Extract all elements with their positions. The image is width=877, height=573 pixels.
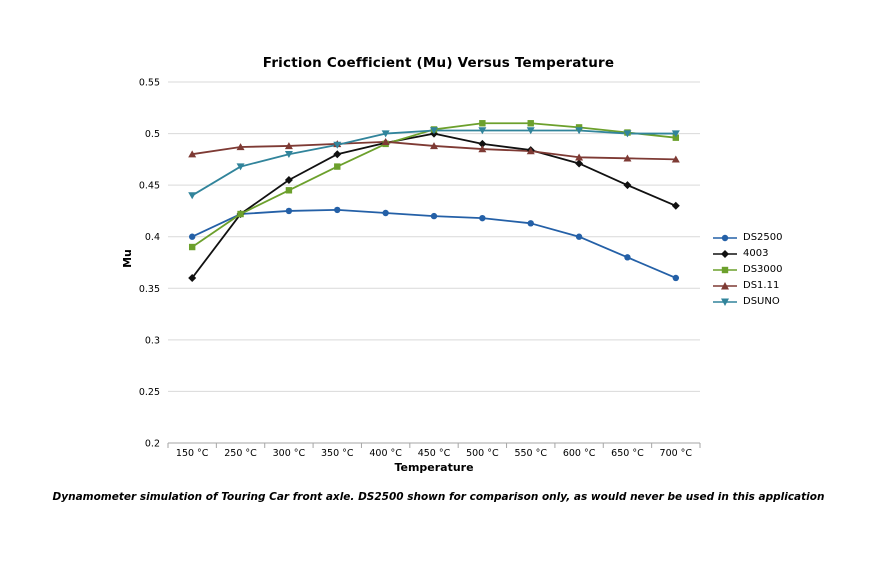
- data-point-DSUNO: [236, 163, 245, 171]
- data-point-DSUNO: [284, 151, 293, 158]
- x-tick-label: 250 °C: [224, 448, 257, 459]
- data-point-DSUNO: [526, 127, 535, 135]
- legend-item-dsuno: DSUNO: [712, 296, 783, 308]
- legend-label: DS1.11: [743, 280, 780, 291]
- legend-label: DS2500: [743, 232, 783, 243]
- legend-item-ds2500: DS2500: [712, 232, 783, 244]
- chart-title: Friction Coefficient (Mu) Versus Tempera…: [262, 55, 615, 71]
- data-point-DS2500: [479, 214, 486, 222]
- data-point-DSUNO: [623, 130, 632, 138]
- data-point-DS1.11: [188, 150, 197, 158]
- data-point-DS2500: [285, 207, 293, 215]
- data-point-4003: [333, 150, 342, 159]
- data-point-DS2500: [430, 212, 438, 220]
- triangle-down-marker-icon: [713, 298, 737, 306]
- data-point-4003: [623, 181, 632, 190]
- data-point-4003: [284, 175, 293, 184]
- square-marker-icon: [713, 266, 737, 274]
- data-point-DS1.11: [478, 145, 487, 153]
- circle-marker-icon: [713, 234, 737, 242]
- y-tick-label: 0.35: [139, 284, 160, 295]
- data-point-DSUNO: [333, 141, 342, 149]
- y-axis-title: Mu: [120, 249, 134, 268]
- data-point-DS3000: [527, 120, 534, 127]
- legend-item-4003: 4003: [712, 248, 783, 260]
- y-tick-label: 0.3: [145, 335, 160, 346]
- y-tick-label: 0.5: [145, 129, 160, 140]
- chart-legend: DS2500 4003 DS3000 DS1.11: [712, 232, 783, 308]
- data-point-DSUNO: [671, 130, 680, 138]
- x-tick-label: 550 °C: [514, 448, 547, 459]
- data-point-DS1.11: [236, 143, 245, 151]
- data-point-DSUNO: [430, 127, 438, 135]
- data-point-DS2500: [334, 206, 341, 214]
- series-line-DS2500: [191, 208, 677, 279]
- data-point-DS1.11: [526, 147, 535, 155]
- y-tick-label: 0.25: [139, 387, 160, 398]
- legend-item-ds3000: DS3000: [712, 264, 783, 276]
- data-point-4003: [671, 201, 680, 210]
- data-point-DS1.11: [284, 142, 293, 150]
- data-point-DS3000: [237, 210, 244, 218]
- x-tick-label: 300 °C: [273, 448, 306, 459]
- data-point-4003: [188, 273, 197, 282]
- series-line-4003: [191, 132, 677, 279]
- data-point-DS3000: [334, 163, 341, 170]
- data-point-DS1.11: [623, 154, 632, 162]
- chart-caption: Dynamometer simulation of Touring Car fr…: [52, 491, 825, 503]
- x-tick-label: 350 °C: [321, 448, 354, 459]
- data-point-DS2500: [575, 233, 583, 240]
- triangle-up-marker-icon: [713, 282, 737, 290]
- data-point-DS2500: [624, 254, 631, 261]
- data-point-DS2500: [527, 220, 534, 227]
- data-point-DS1.11: [430, 142, 438, 150]
- x-axis-title: Temperature: [394, 461, 474, 474]
- data-point-4003: [478, 139, 487, 148]
- data-point-DS2500: [672, 274, 680, 282]
- diamond-marker-icon: [713, 250, 737, 258]
- legend-label: DS3000: [743, 264, 783, 275]
- y-tick-label: 0.55: [139, 78, 160, 89]
- data-point-DS1.11: [381, 138, 390, 146]
- x-tick-label: 450 °C: [418, 448, 451, 459]
- x-tick-label: 150 °C: [176, 448, 209, 459]
- x-tick-label: 500 °C: [466, 448, 499, 459]
- data-point-DS1.11: [671, 155, 680, 163]
- y-tick-label: 0.45: [139, 181, 160, 192]
- x-tick-label: 400 °C: [369, 448, 402, 459]
- data-point-DSUNO: [381, 130, 390, 138]
- data-point-4003: [575, 159, 584, 168]
- x-tick-label: 700 °C: [660, 448, 693, 459]
- data-point-DS1.11: [575, 153, 584, 161]
- x-tick-label: 600 °C: [563, 448, 596, 459]
- legend-label: DSUNO: [743, 296, 780, 307]
- data-point-DS3000: [672, 134, 680, 141]
- legend-label: 4003: [743, 248, 769, 259]
- series-line-DSUNO: [191, 129, 677, 197]
- y-tick-label: 0.4: [145, 232, 160, 243]
- x-tick-label: 650 °C: [611, 448, 644, 459]
- data-point-DS3000: [188, 243, 196, 251]
- data-point-DS3000: [479, 120, 486, 127]
- data-point-DSUNO: [575, 127, 584, 135]
- data-point-DS2500: [188, 233, 196, 240]
- data-point-DSUNO: [478, 127, 487, 135]
- legend-item-ds1-11: DS1.11: [712, 280, 783, 292]
- data-point-DSUNO: [188, 192, 197, 200]
- y-tick-label: 0.2: [145, 439, 160, 450]
- data-point-DS2500: [382, 209, 389, 217]
- data-point-DS3000: [285, 187, 293, 194]
